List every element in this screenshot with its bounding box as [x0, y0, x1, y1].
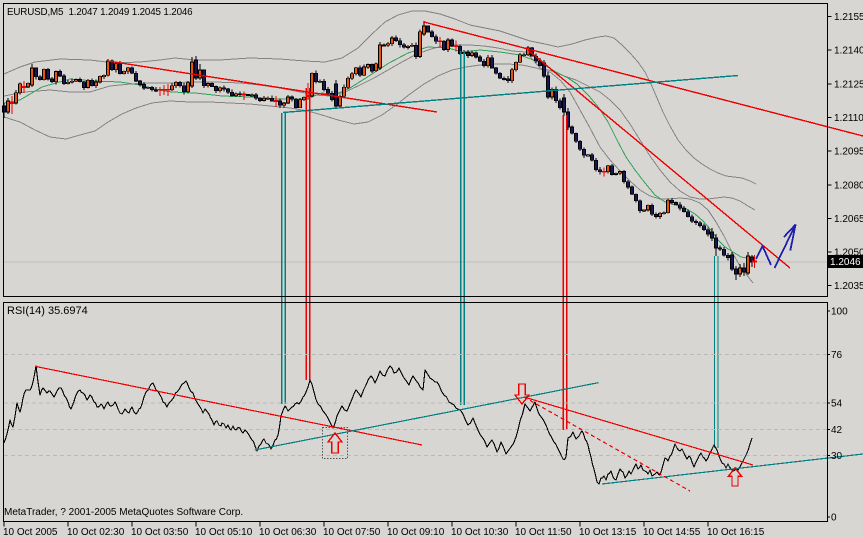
- svg-text:1.2110: 1.2110: [834, 113, 863, 124]
- svg-text:10 Oct 13:15: 10 Oct 13:15: [579, 527, 637, 538]
- svg-text:1.2140: 1.2140: [834, 46, 863, 57]
- svg-text:MetaTrader, ? 2001-2005 MetaQu: MetaTrader, ? 2001-2005 MetaQuotes Softw…: [4, 507, 243, 518]
- svg-text:42: 42: [831, 425, 843, 436]
- svg-text:10 Oct 06:30: 10 Oct 06:30: [259, 527, 317, 538]
- svg-text:10 Oct 03:50: 10 Oct 03:50: [131, 527, 189, 538]
- svg-text:1.2155: 1.2155: [834, 12, 863, 23]
- svg-text:10 Oct 07:50: 10 Oct 07:50: [323, 527, 381, 538]
- svg-text:1.2095: 1.2095: [834, 147, 863, 158]
- svg-text:EURUSD,M5 1.2047 1.2049 1.204: EURUSD,M5 1.2047 1.2049 1.2045 1.2046: [7, 7, 193, 18]
- svg-text:10 Oct 16:15: 10 Oct 16:15: [707, 527, 765, 538]
- svg-text:10 Oct 2005: 10 Oct 2005: [3, 527, 58, 538]
- svg-text:1.2050: 1.2050: [834, 248, 863, 259]
- svg-text:54: 54: [831, 399, 843, 410]
- svg-text:0: 0: [831, 513, 837, 524]
- svg-text:76: 76: [831, 350, 843, 361]
- svg-text:1.2046: 1.2046: [830, 257, 861, 268]
- svg-text:10 Oct 11:50: 10 Oct 11:50: [515, 527, 572, 538]
- svg-text:1.2125: 1.2125: [834, 80, 863, 91]
- svg-text:10 Oct 10:30: 10 Oct 10:30: [451, 527, 509, 538]
- svg-text:1.2065: 1.2065: [834, 214, 863, 225]
- svg-text:10 Oct 05:10: 10 Oct 05:10: [195, 527, 253, 538]
- svg-text:10 Oct 02:30: 10 Oct 02:30: [67, 527, 125, 538]
- svg-text:1.2035: 1.2035: [834, 281, 863, 292]
- svg-text:30: 30: [831, 451, 843, 462]
- svg-text:10 Oct 09:10: 10 Oct 09:10: [387, 527, 445, 538]
- svg-text:RSI(14) 35.6974: RSI(14) 35.6974: [7, 305, 88, 317]
- svg-text:10 Oct 14:55: 10 Oct 14:55: [643, 527, 701, 538]
- svg-text:100: 100: [831, 306, 848, 317]
- svg-text:1.2080: 1.2080: [834, 181, 863, 192]
